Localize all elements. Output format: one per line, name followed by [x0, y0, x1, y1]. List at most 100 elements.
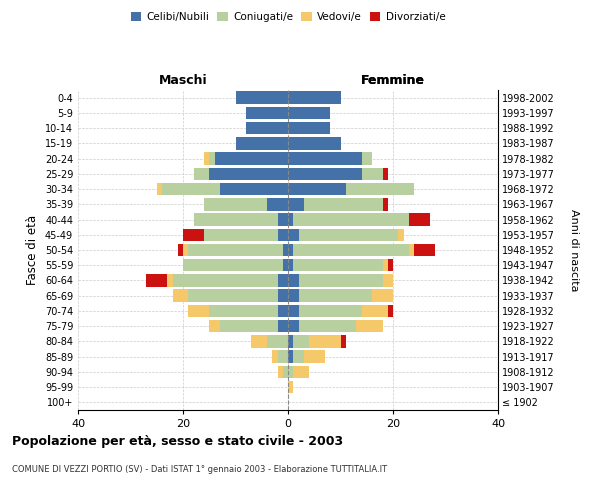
- Bar: [288, 122, 330, 134]
- Bar: [288, 198, 304, 210]
- Bar: [277, 214, 288, 226]
- Bar: [283, 259, 288, 272]
- Bar: [277, 320, 288, 332]
- Bar: [288, 244, 293, 256]
- Bar: [283, 366, 288, 378]
- Bar: [157, 183, 162, 196]
- Bar: [209, 320, 220, 332]
- Bar: [183, 259, 283, 272]
- Bar: [277, 290, 288, 302]
- Bar: [293, 335, 309, 347]
- Bar: [293, 214, 409, 226]
- Bar: [372, 290, 393, 302]
- Bar: [204, 198, 267, 210]
- Bar: [277, 228, 288, 241]
- Bar: [283, 244, 288, 256]
- Bar: [267, 198, 288, 210]
- Bar: [288, 259, 293, 272]
- Bar: [183, 228, 204, 241]
- Bar: [220, 183, 288, 196]
- Bar: [193, 214, 277, 226]
- Bar: [288, 320, 299, 332]
- Bar: [304, 350, 325, 363]
- Bar: [146, 274, 167, 286]
- Bar: [173, 274, 277, 286]
- Bar: [209, 152, 215, 165]
- Bar: [288, 152, 361, 165]
- Bar: [215, 152, 288, 165]
- Bar: [277, 304, 288, 317]
- Bar: [293, 259, 383, 272]
- Y-axis label: Fasce di età: Fasce di età: [26, 215, 39, 285]
- Bar: [220, 320, 277, 332]
- Bar: [383, 168, 388, 180]
- Text: COMUNE DI VEZZI PORTIO (SV) - Dati ISTAT 1° gennaio 2003 - Elaborazione TUTTITAL: COMUNE DI VEZZI PORTIO (SV) - Dati ISTAT…: [12, 465, 387, 474]
- Bar: [183, 244, 188, 256]
- Bar: [299, 274, 383, 286]
- Bar: [162, 183, 220, 196]
- Bar: [267, 335, 288, 347]
- Bar: [277, 350, 288, 363]
- Bar: [388, 259, 393, 272]
- Bar: [299, 320, 356, 332]
- Bar: [173, 290, 188, 302]
- Bar: [288, 92, 341, 104]
- Bar: [178, 244, 183, 256]
- Bar: [209, 168, 288, 180]
- Text: Femmine: Femmine: [361, 74, 425, 87]
- Bar: [246, 106, 288, 119]
- Bar: [288, 274, 299, 286]
- Text: Popolazione per età, sesso e stato civile - 2003: Popolazione per età, sesso e stato civil…: [12, 435, 343, 448]
- Bar: [398, 228, 404, 241]
- Bar: [383, 274, 393, 286]
- Bar: [235, 137, 288, 149]
- Bar: [246, 122, 288, 134]
- Bar: [188, 290, 277, 302]
- Bar: [361, 168, 383, 180]
- Text: Maschi: Maschi: [158, 74, 208, 87]
- Bar: [414, 244, 435, 256]
- Bar: [277, 274, 288, 286]
- Bar: [235, 92, 288, 104]
- Bar: [288, 183, 346, 196]
- Bar: [209, 304, 277, 317]
- Bar: [383, 259, 388, 272]
- Bar: [383, 198, 388, 210]
- Bar: [288, 366, 293, 378]
- Bar: [204, 152, 209, 165]
- Bar: [288, 304, 299, 317]
- Bar: [288, 168, 361, 180]
- Text: Femmine: Femmine: [361, 74, 425, 87]
- Bar: [167, 274, 173, 286]
- Bar: [309, 335, 341, 347]
- Bar: [288, 106, 330, 119]
- Bar: [409, 244, 414, 256]
- Bar: [341, 335, 346, 347]
- Bar: [204, 228, 277, 241]
- Bar: [299, 228, 398, 241]
- Bar: [409, 214, 430, 226]
- Bar: [346, 183, 414, 196]
- Bar: [193, 168, 209, 180]
- Bar: [288, 137, 341, 149]
- Bar: [288, 228, 299, 241]
- Bar: [293, 244, 409, 256]
- Bar: [288, 335, 293, 347]
- Bar: [188, 304, 209, 317]
- Bar: [293, 350, 304, 363]
- Bar: [361, 152, 372, 165]
- Bar: [299, 304, 361, 317]
- Bar: [356, 320, 383, 332]
- Bar: [288, 350, 293, 363]
- Legend: Celibi/Nubili, Coniugati/e, Vedovi/e, Divorziati/e: Celibi/Nubili, Coniugati/e, Vedovi/e, Di…: [127, 8, 449, 26]
- Bar: [288, 381, 293, 394]
- Bar: [299, 290, 372, 302]
- Bar: [293, 366, 309, 378]
- Y-axis label: Anni di nascita: Anni di nascita: [569, 209, 579, 291]
- Bar: [304, 198, 383, 210]
- Bar: [272, 350, 277, 363]
- Bar: [188, 244, 283, 256]
- Bar: [288, 290, 299, 302]
- Bar: [277, 366, 283, 378]
- Bar: [251, 335, 267, 347]
